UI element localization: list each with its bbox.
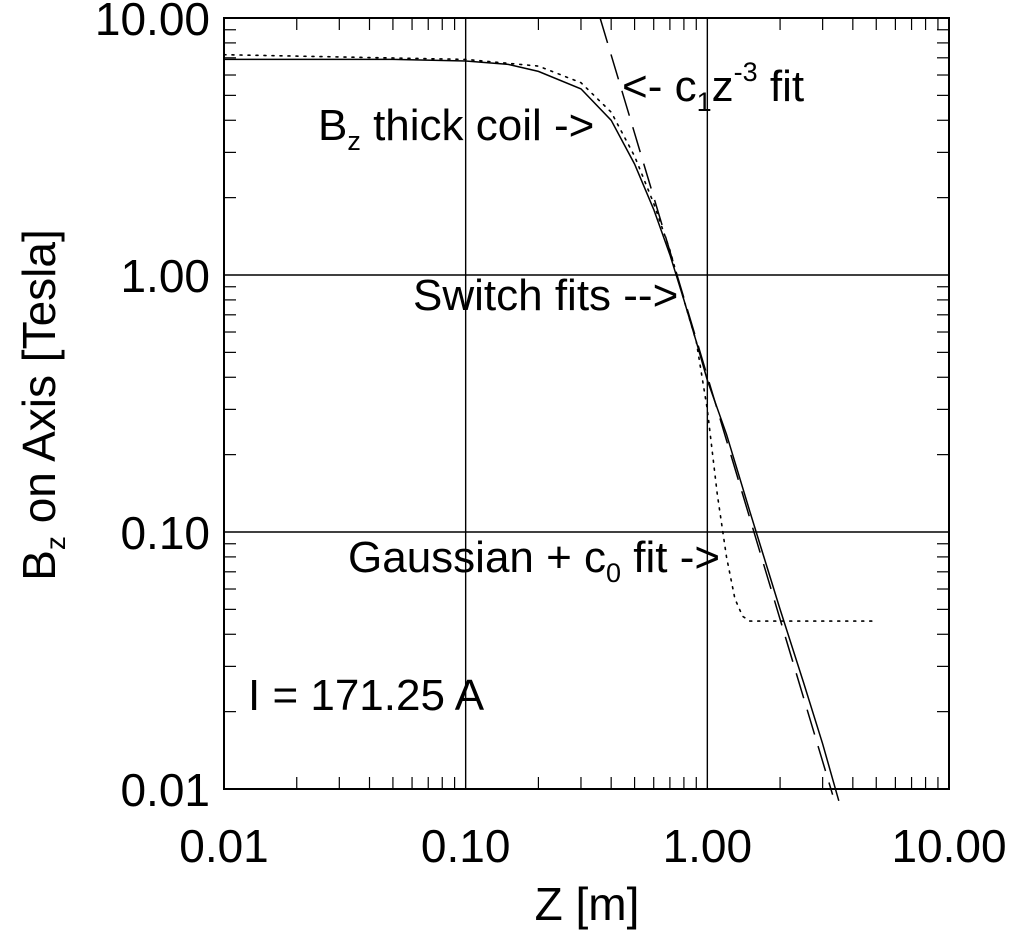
y-axis-title: Bz on Axis [Tesla]	[13, 229, 71, 581]
annotation-gaussian-fit: Gaussian + c0 fit ->	[348, 533, 720, 588]
x-tick-label: 0.10	[421, 820, 511, 872]
x-tick-label: 10.00	[891, 820, 1006, 872]
y-tick-labels: 0.01 0.10 1.00 10.00	[95, 0, 210, 816]
annotation-cz3-fit-z: z	[712, 62, 734, 111]
plot-frame	[223, 17, 950, 790]
annotation-switch-fits: Switch fits -->	[413, 271, 678, 320]
y-tick-label: 1.00	[120, 250, 210, 302]
annotation-thick-coil-rest: thick coil ->	[361, 101, 595, 150]
annotation-thick-coil-main: B	[318, 101, 347, 150]
series-solid-line	[224, 58, 840, 802]
annotation-cz3-fit-sup: -3	[734, 57, 758, 87]
x-tick-label: 0.01	[179, 820, 269, 872]
series-layer	[223, 17, 878, 802]
minor-ticks	[224, 18, 949, 789]
series-dashed-line	[599, 17, 834, 795]
annotation-cz3-fit-rest: fit	[758, 62, 804, 111]
y-tick-label: 10.00	[95, 0, 210, 45]
x-axis-title: Z [m]	[535, 878, 640, 930]
y-axis-title-sub: z	[40, 536, 71, 550]
y-tick-label: 0.10	[120, 507, 210, 559]
annotation-thick-coil-sub: z	[347, 126, 361, 156]
annotation-gaussian-fit-main: Gaussian + c	[348, 533, 606, 582]
y-axis-title-rest: on Axis [Tesla]	[13, 229, 65, 536]
x-tick-labels: 0.01 0.10 1.00 10.00	[179, 820, 1006, 872]
annotation-cz3-fit: <- c1z-3 fit	[622, 57, 804, 117]
annotation-gaussian-fit-sub: 0	[606, 558, 621, 588]
series-dotted-line	[223, 53, 878, 622]
plot-background	[224, 18, 949, 789]
annotation-current: I = 171.25 A	[248, 671, 485, 720]
annotation-thick-coil: Bz thick coil ->	[318, 101, 594, 156]
y-tick-label: 0.01	[120, 764, 210, 816]
annotation-cz3-fit-main: <- c	[622, 62, 697, 111]
y-axis-title-main: B	[13, 550, 65, 581]
x-tick-label: 1.00	[663, 820, 753, 872]
annotation-gaussian-fit-rest: fit ->	[621, 533, 720, 582]
annotation-cz3-fit-sub: 1	[697, 87, 712, 117]
